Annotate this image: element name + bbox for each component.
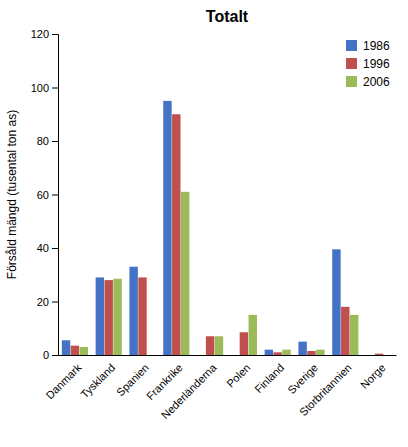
bar bbox=[215, 336, 223, 355]
y-tick-mark bbox=[52, 248, 58, 249]
x-tick-label: Polen bbox=[224, 361, 252, 389]
bar bbox=[316, 350, 324, 355]
legend-swatch bbox=[346, 76, 357, 87]
bar bbox=[307, 351, 315, 355]
y-tick-mark bbox=[52, 355, 58, 356]
bar bbox=[350, 315, 358, 355]
y-tick-label: 120 bbox=[31, 28, 49, 40]
bar-series bbox=[62, 101, 341, 355]
y-axis: 0 20 40 60 80 100 120 bbox=[31, 28, 59, 361]
x-tick: Finland bbox=[252, 361, 286, 395]
legend-label: 2006 bbox=[363, 75, 390, 89]
legend: 1986 1996 2006 bbox=[346, 39, 390, 89]
x-axis: DanmarkTysklandSpanienFrankrikeNederländ… bbox=[43, 356, 396, 422]
bar bbox=[240, 332, 248, 355]
bar bbox=[71, 346, 79, 355]
x-tick-label: Storbritannien bbox=[297, 361, 354, 418]
bar bbox=[375, 354, 383, 355]
x-axis-line bbox=[59, 355, 397, 356]
bar bbox=[181, 192, 189, 355]
x-tick: Norge bbox=[358, 361, 388, 391]
y-axis-line bbox=[52, 35, 59, 356]
chart: 0 20 40 60 80 100 120 DanmarkTysklandSpanienFra… bbox=[0, 0, 408, 447]
x-tick-label: Danmark bbox=[43, 361, 83, 401]
bar bbox=[147, 355, 155, 356]
bar bbox=[273, 352, 281, 355]
y-tick: 40 bbox=[37, 242, 58, 254]
y-axis-title: Försåld mängd (tusental ton as) bbox=[5, 110, 19, 279]
y-tick-label: 60 bbox=[37, 189, 49, 201]
x-tick: Tyskland bbox=[78, 361, 117, 400]
bar bbox=[138, 277, 146, 355]
bar bbox=[282, 350, 290, 355]
x-tick-label: Nederländerna bbox=[159, 361, 220, 422]
bar-series bbox=[71, 114, 384, 355]
legend-item: 2006 bbox=[346, 75, 390, 89]
bar bbox=[249, 315, 257, 355]
bar bbox=[366, 355, 374, 356]
legend-item: 1986 bbox=[346, 39, 390, 53]
bar bbox=[206, 336, 214, 355]
bar bbox=[265, 350, 273, 355]
y-tick-mark bbox=[52, 34, 58, 35]
legend-swatch bbox=[346, 40, 357, 51]
y-tick: 100 bbox=[31, 82, 58, 94]
bar bbox=[231, 355, 239, 356]
bar bbox=[96, 277, 104, 355]
bar bbox=[80, 347, 88, 355]
legend-swatch bbox=[346, 58, 357, 69]
x-tick: Nederländerna bbox=[159, 361, 220, 422]
y-tick-label: 0 bbox=[43, 349, 49, 361]
bar bbox=[62, 340, 70, 355]
title: Totalt bbox=[206, 8, 249, 25]
y-tick-label: 20 bbox=[37, 296, 49, 308]
bar bbox=[104, 280, 112, 355]
x-tick: Polen bbox=[224, 361, 252, 389]
x-tick: Storbritannien bbox=[297, 361, 354, 418]
y-tick: 0 bbox=[43, 349, 58, 361]
y-tick: 60 bbox=[37, 189, 58, 201]
legend-label: 1996 bbox=[363, 57, 390, 71]
bar bbox=[163, 101, 171, 355]
plot: 0 20 40 60 80 100 120 DanmarkTysklandSpanienFra… bbox=[31, 28, 397, 421]
y-tick-mark bbox=[52, 141, 58, 142]
y-tick: 120 bbox=[31, 28, 58, 40]
bar bbox=[129, 267, 137, 355]
x-tick: Danmark bbox=[43, 361, 83, 401]
bars bbox=[62, 101, 383, 355]
y-tick: 20 bbox=[37, 296, 58, 308]
y-tick-mark bbox=[52, 302, 58, 303]
legend-item: 1996 bbox=[346, 57, 390, 71]
bar bbox=[332, 249, 340, 355]
y-tick-mark bbox=[52, 195, 58, 196]
y-tick-label: 100 bbox=[31, 82, 49, 94]
bar bbox=[298, 342, 306, 355]
x-tick-label: Norge bbox=[358, 361, 388, 391]
y-tick: 80 bbox=[37, 135, 58, 147]
x-tick-label: Tyskland bbox=[78, 361, 117, 400]
y-tick-label: 40 bbox=[37, 242, 49, 254]
y-tick-label: 80 bbox=[37, 135, 49, 147]
legend-label: 1986 bbox=[363, 39, 390, 53]
bar bbox=[172, 114, 180, 355]
y-tick-mark bbox=[52, 88, 58, 89]
bar bbox=[113, 279, 121, 355]
bar bbox=[384, 355, 392, 356]
x-tick-label: Finland bbox=[252, 361, 286, 395]
bar bbox=[197, 355, 205, 356]
bar-series bbox=[80, 192, 359, 355]
bar bbox=[341, 307, 349, 355]
